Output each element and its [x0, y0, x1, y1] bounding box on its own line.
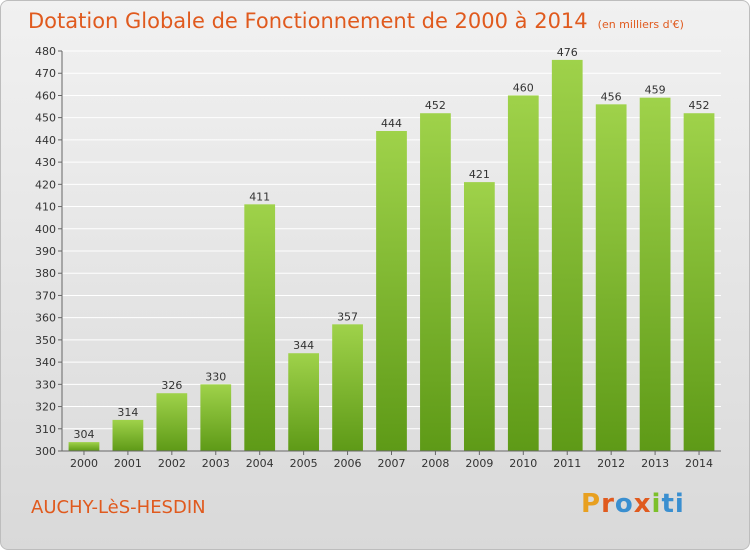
y-tick-label: 300: [35, 445, 56, 458]
bar: [68, 442, 100, 451]
y-tick-label: 380: [35, 267, 56, 280]
commune-name: AUCHY-LèS-HESDIN: [31, 497, 206, 518]
x-tick-label: 2008: [421, 457, 449, 470]
bar: [288, 353, 320, 451]
bar-value-label: 452: [425, 99, 446, 112]
logo-letter: r: [601, 489, 615, 519]
y-tick-label: 420: [35, 178, 56, 191]
x-tick-label: 2003: [202, 457, 230, 470]
x-tick-label: 2004: [246, 457, 274, 470]
bar: [551, 59, 583, 452]
chart-title: Dotation Globale de Fonctionnement de 20…: [28, 9, 684, 33]
bar: [595, 104, 627, 451]
logo-letter: i: [651, 489, 662, 519]
y-tick-label: 310: [35, 423, 56, 436]
bar: [200, 384, 232, 451]
bar-value-label: 460: [513, 81, 534, 94]
bar: [244, 204, 276, 451]
bar: [507, 95, 539, 451]
bar-value-label: 456: [601, 90, 622, 103]
y-tick-label: 400: [35, 223, 56, 236]
bar-value-label: 411: [249, 190, 270, 203]
bars: [68, 59, 715, 452]
bar-value-label: 459: [645, 84, 666, 97]
y-tick-label: 410: [35, 201, 56, 214]
bar: [156, 393, 188, 451]
x-tick-label: 2007: [378, 457, 406, 470]
bar: [332, 324, 363, 451]
bar-value-label: 314: [117, 406, 138, 419]
x-tick-label: 2000: [70, 457, 98, 470]
bar-value-label: 421: [469, 168, 490, 181]
logo-letter: ti: [661, 489, 685, 519]
bar: [463, 182, 495, 451]
y-tick-label: 470: [35, 67, 56, 80]
value-labels: 304 314 326 330 411 344 357 444 452 421 460 476 456 4…: [73, 46, 709, 441]
logo-letter: o: [614, 489, 634, 519]
x-tick-label: 2005: [290, 457, 318, 470]
unit-label: (en milliers d'€): [597, 18, 684, 31]
bar: [376, 131, 407, 451]
logo-letter: P: [581, 489, 602, 519]
y-tick-label: 350: [35, 334, 56, 347]
bar-value-label: 330: [205, 370, 226, 383]
x-tick-label: 2006: [334, 457, 362, 470]
bar: [683, 113, 715, 451]
y-tick-label: 450: [35, 112, 56, 125]
bar-value-label: 357: [337, 310, 358, 323]
x-tick-label: 2010: [509, 457, 537, 470]
bar: [420, 113, 451, 451]
x-tick-label: 2011: [553, 457, 581, 470]
y-tick-label: 460: [35, 89, 56, 102]
y-tick-label: 320: [35, 401, 56, 414]
x-tick-label: 2009: [465, 457, 493, 470]
y-tick-label: 360: [35, 312, 56, 325]
proxiti-logo: Proxiti: [581, 489, 685, 519]
x-tick-label: 2012: [597, 457, 625, 470]
bar: [112, 419, 144, 451]
logo-letter: x: [633, 489, 652, 519]
x-tick-label: 2001: [114, 457, 142, 470]
x-tick-label: 2014: [685, 457, 713, 470]
y-tick-label: 330: [35, 378, 56, 391]
title-text: Dotation Globale de Fonctionnement de 20…: [28, 9, 588, 33]
bar: [639, 97, 671, 452]
bar-value-label: 476: [557, 46, 578, 59]
y-tick-label: 480: [35, 45, 56, 58]
bar-value-label: 304: [73, 428, 94, 441]
x-tick-label: 2013: [641, 457, 669, 470]
y-tick-label: 440: [35, 134, 56, 147]
y-tick-label: 370: [35, 289, 56, 302]
bar-value-label: 444: [381, 117, 402, 130]
axes: 300 310 320 330 340 350 360 370 380 390 400 410 420 4…: [35, 45, 721, 470]
bar-value-label: 452: [689, 99, 710, 112]
x-tick-label: 2002: [158, 457, 186, 470]
y-tick-label: 430: [35, 156, 56, 169]
y-tick-label: 340: [35, 356, 56, 369]
y-tick-label: 390: [35, 245, 56, 258]
bar-value-label: 326: [161, 379, 182, 392]
bar-value-label: 344: [293, 339, 314, 352]
